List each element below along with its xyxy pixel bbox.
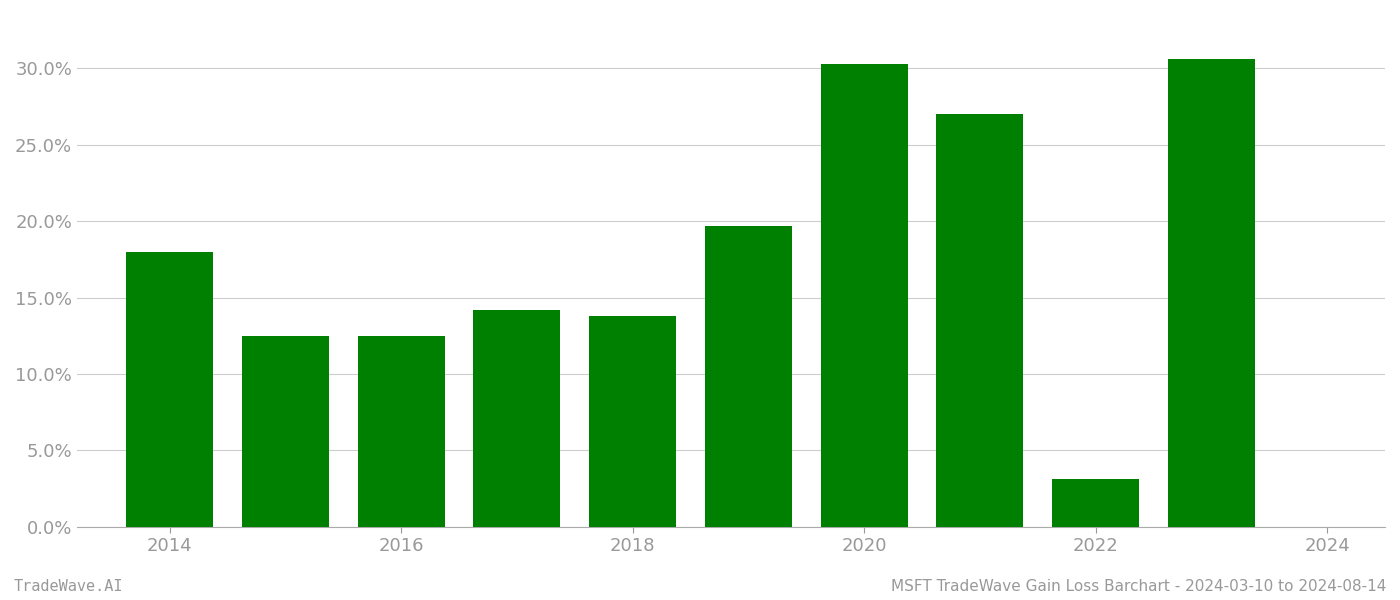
Bar bbox=[937, 114, 1023, 527]
Text: TradeWave.AI: TradeWave.AI bbox=[14, 579, 123, 594]
Bar bbox=[589, 316, 676, 527]
Bar bbox=[1053, 479, 1140, 527]
Bar bbox=[357, 335, 445, 527]
Bar bbox=[242, 335, 329, 527]
Bar bbox=[1168, 59, 1254, 527]
Bar bbox=[126, 252, 213, 527]
Bar bbox=[820, 64, 907, 527]
Bar bbox=[473, 310, 560, 527]
Text: MSFT TradeWave Gain Loss Barchart - 2024-03-10 to 2024-08-14: MSFT TradeWave Gain Loss Barchart - 2024… bbox=[890, 579, 1386, 594]
Bar bbox=[706, 226, 792, 527]
